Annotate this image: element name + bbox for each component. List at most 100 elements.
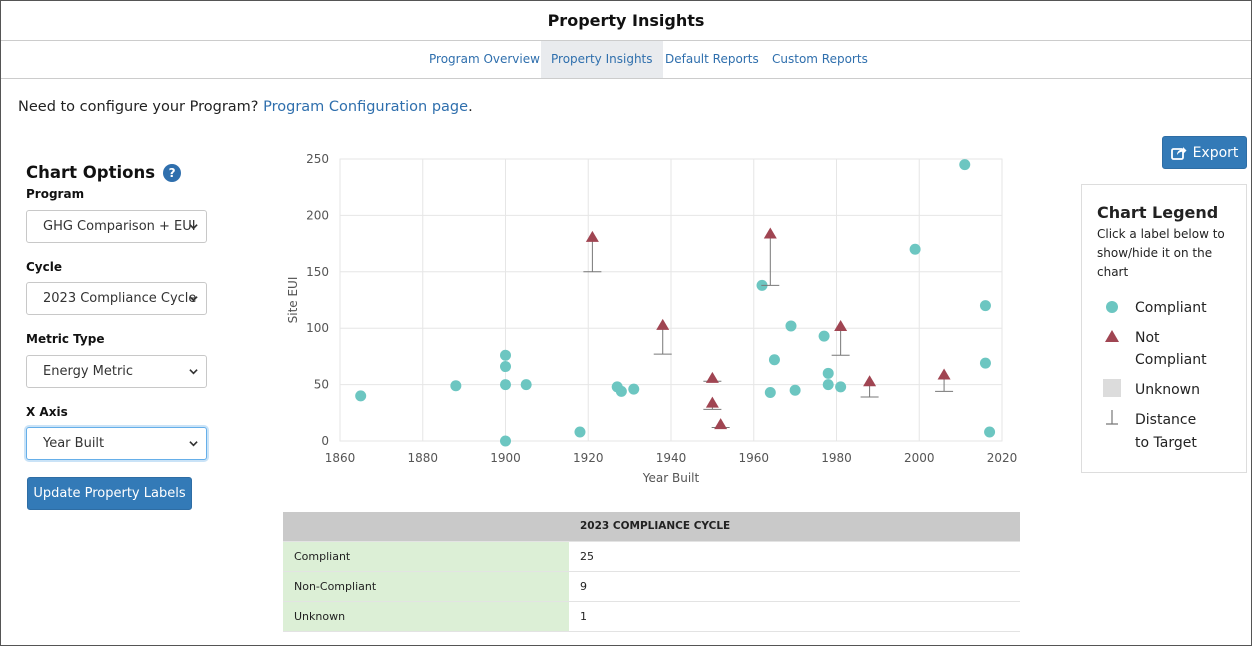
export-button[interactable]: Export <box>1162 136 1247 169</box>
config-notice: Need to configure your Program? Program … <box>18 99 473 115</box>
legend-item-label: Compliant <box>1135 300 1207 316</box>
chart-options-heading: Chart Options ? <box>26 163 182 182</box>
compliant-point <box>822 379 834 391</box>
y-tick-label: 0 <box>321 434 329 448</box>
scatter-chart: 1860 1880 1900 1920 1940 1960 1980 2000 2020 0 50 1… <box>286 152 1018 485</box>
compliant-point <box>500 349 511 361</box>
triangle-marker-icon <box>1105 330 1119 342</box>
x-axis-select[interactable]: Year Built <box>26 427 207 460</box>
table-header-row: 2023 COMPLIANCE CYCLE <box>283 512 1020 542</box>
config-notice-text: Need to configure your Program? <box>18 99 259 115</box>
y-tick-label: 200 <box>306 208 329 222</box>
compliant-point <box>818 330 830 342</box>
x-tick-label: 1920 <box>573 451 604 465</box>
non-compliant-point <box>763 227 777 239</box>
tab-property-insights[interactable]: Property Insights <box>541 41 663 78</box>
help-icon[interactable]: ? <box>163 163 182 182</box>
x-tick-label: 1900 <box>490 451 521 465</box>
program-select[interactable]: GHG Comparison + EUI <box>26 210 207 243</box>
export-button-label: Export <box>1192 144 1239 161</box>
table-header-cell <box>283 512 569 542</box>
compliant-point <box>500 379 511 391</box>
compliant-point <box>789 384 801 396</box>
non-compliant-point <box>585 230 599 242</box>
circle-marker-icon <box>1106 301 1118 313</box>
metric-type-select-value: Energy Metric <box>43 364 134 379</box>
summary-table: 2023 COMPLIANCE CYCLE Compliant 25 Non-C… <box>283 512 1020 632</box>
table-row: Compliant 25 <box>283 541 1020 572</box>
program-configuration-link[interactable]: Program Configuration page <box>263 99 469 115</box>
legend-item-label: to Target <box>1135 435 1197 451</box>
metric-type-label: Metric Type <box>26 332 105 346</box>
cycle-select-value: 2023 Compliance Cycle <box>43 291 197 306</box>
table-row-value: 1 <box>569 601 1020 632</box>
legend-item-label: Compliant <box>1135 352 1207 368</box>
compliant-point <box>984 426 996 438</box>
table-row-label: Unknown <box>283 601 569 632</box>
y-tick-label: 100 <box>306 321 329 335</box>
table-row-value: 9 <box>569 571 1020 602</box>
compliant-point <box>785 320 797 332</box>
plot-border <box>339 158 1003 442</box>
tab-program-overview[interactable]: Program Overview <box>429 52 540 66</box>
x-axis-label: X Axis <box>26 405 68 419</box>
y-tick-label: 250 <box>306 152 329 166</box>
compliant-point <box>822 367 834 379</box>
chart-legend-hint: Click a label below to show/hide it on t… <box>1097 227 1225 279</box>
x-tick-label: 1980 <box>821 451 852 465</box>
compliant-point <box>615 385 627 397</box>
x-tick-label: 2000 <box>904 451 935 465</box>
table-row-label: Non-Compliant <box>283 571 569 602</box>
x-tick-label: 1860 <box>325 451 356 465</box>
non-compliant-point <box>705 396 719 408</box>
compliant-point <box>450 380 462 392</box>
chevron-down-icon <box>189 224 198 230</box>
non-compliant-point <box>656 318 670 330</box>
cycle-label: Cycle <box>26 260 62 274</box>
x-axis-select-value: Year Built <box>43 436 105 451</box>
tab-custom-reports[interactable]: Custom Reports <box>772 52 868 66</box>
x-tick-label: 2020 <box>987 451 1018 465</box>
chevron-down-icon <box>189 296 198 302</box>
compliant-point <box>500 435 511 447</box>
program-label: Program <box>26 187 85 201</box>
non-compliant-point <box>714 418 728 430</box>
table-row-value: 25 <box>569 541 1020 572</box>
x-axis-title: Year Built <box>642 471 700 485</box>
table-row: Non-Compliant 9 <box>283 571 1020 602</box>
update-property-labels-button[interactable]: Update Property Labels <box>27 477 192 510</box>
chevron-down-icon <box>189 441 198 447</box>
compliant-point <box>764 386 776 398</box>
legend-item-label: Unknown <box>1135 382 1200 398</box>
table-header-cell: 2023 COMPLIANCE CYCLE <box>569 512 1020 542</box>
program-select-value: GHG Comparison + EUI <box>43 219 196 234</box>
non-compliant-point <box>705 371 719 383</box>
compliant-point <box>768 354 780 366</box>
cycle-select[interactable]: 2023 Compliance Cycle <box>26 282 207 315</box>
compliant-point <box>520 379 532 391</box>
table-row: Unknown 1 <box>283 601 1020 632</box>
non-compliant-point <box>863 375 877 387</box>
compliant-point <box>500 361 511 373</box>
chart-legend-title: Chart Legend <box>1097 203 1219 222</box>
compliant-point <box>979 357 991 369</box>
table-row-label: Compliant <box>283 541 569 572</box>
distance-to-target-icon <box>1106 410 1118 425</box>
compliant-point <box>959 159 971 171</box>
nav-tabs: Program Overview Property Insights Defau… <box>1 41 1251 79</box>
page-title: Property Insights <box>1 1 1251 41</box>
chevron-down-icon <box>189 369 198 375</box>
chart-options-title: Chart Options <box>26 163 156 182</box>
metric-type-select[interactable]: Energy Metric <box>26 355 207 388</box>
x-tick-label: 1880 <box>407 451 438 465</box>
y-axis-title: Site EUI <box>286 277 300 324</box>
compliant-point <box>628 383 640 395</box>
x-tick-label: 1960 <box>738 451 769 465</box>
legend-item-label: Not <box>1135 330 1160 346</box>
tab-default-reports[interactable]: Default Reports <box>665 52 759 66</box>
x-tick-label: 1940 <box>656 451 687 465</box>
non-compliant-point <box>834 319 848 331</box>
compliant-point <box>979 300 991 312</box>
legend-item-label: Distance <box>1135 412 1197 428</box>
y-tick-label: 50 <box>314 378 329 392</box>
